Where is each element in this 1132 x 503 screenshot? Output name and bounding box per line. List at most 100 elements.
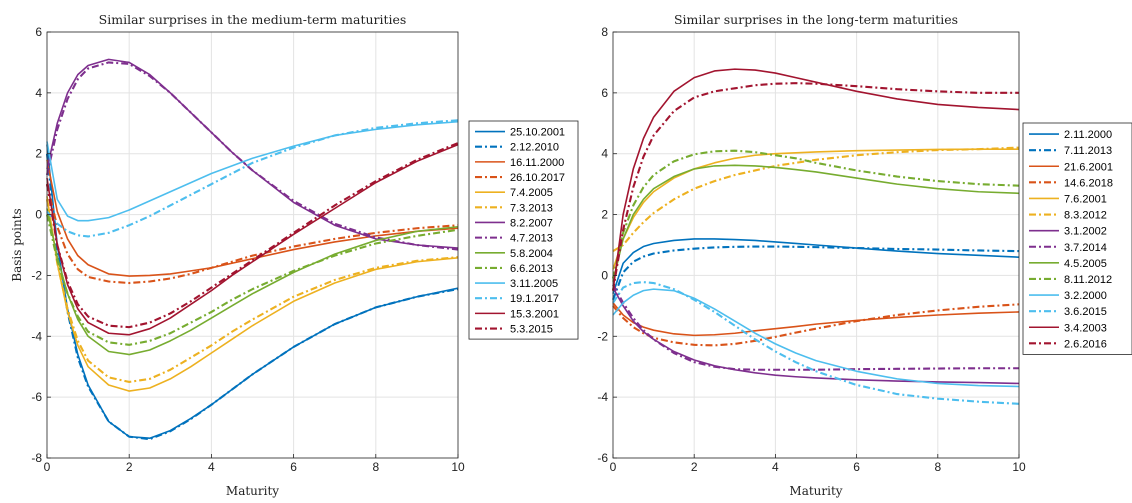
legend-label: 7.4.2005: [510, 187, 553, 199]
chart-title: Similar surprises in the medium-term mat…: [99, 12, 407, 27]
tick-label-x: 2: [126, 460, 133, 474]
tick-labels: 0 2 4 6 8 10 -8 -6 -4 -2 0 2 4 6: [31, 25, 465, 474]
tick-label-y: 0: [601, 268, 608, 282]
x-axis-label: Maturity: [789, 484, 842, 498]
legend-label: 16.11.2000: [510, 157, 564, 169]
series-line-3.1.2002: [612, 287, 1020, 385]
legend-label: 3.6.2015: [1064, 306, 1107, 318]
series-line-3.2.2000: [612, 288, 1020, 388]
tick-label-y: 2: [35, 147, 42, 161]
tick-label-x: 6: [853, 460, 860, 474]
series-line-4.7.2013: [45, 61, 459, 251]
legend-label: 2.6.2016: [1064, 338, 1107, 350]
tick-label-x: 10: [1012, 460, 1026, 474]
series-line-8.2.2007: [46, 58, 459, 249]
legend-label: 4.7.2013: [510, 233, 553, 245]
series-group: [611, 68, 1020, 405]
series-line-5.8.2004: [46, 208, 459, 356]
tick-label-x: 6: [290, 460, 297, 474]
series-line-8.3.2012: [612, 146, 1020, 252]
tick-label-y: 4: [35, 86, 42, 100]
series-line-15.3.2001: [46, 143, 459, 336]
tick-label-x: 8: [372, 460, 379, 474]
tick-label-y: -8: [31, 451, 42, 465]
series-line-8.11.2012: [611, 149, 1020, 279]
legend-box: [1022, 122, 1132, 355]
legend-label: 6.6.2013: [510, 263, 553, 275]
tick-label-x: 8: [934, 460, 941, 474]
tick-label-x: 10: [451, 460, 465, 474]
series-line-7.11.2013: [612, 245, 1020, 301]
legend-label: 15.3.2001: [510, 308, 559, 320]
series-line-3.4.2003: [612, 68, 1020, 291]
series-line-14.6.2018: [612, 303, 1020, 347]
tick-label-y: -2: [31, 268, 42, 282]
legend-label: 8.11.2012: [1064, 274, 1112, 286]
series-line-6.6.2013: [45, 214, 459, 346]
chart-1: 0 2 4 6 8 10 -8 -6 -4 -2 0 2 4 6 Similar surprises in …: [10, 12, 579, 498]
legend-label: 7.11.2013: [1064, 145, 1112, 157]
tick-label-y: 4: [601, 147, 608, 161]
series-group: [45, 58, 459, 441]
series-line-7.3.2013: [45, 199, 459, 383]
y-axis-label: Basis points: [10, 208, 24, 281]
series-line-7.6.2001: [612, 148, 1019, 270]
legend-label: 7.6.2001: [1064, 193, 1107, 205]
tick-label-x: 4: [208, 460, 215, 474]
tick-label-y: -2: [597, 329, 608, 343]
series-line-2.12.2010: [45, 153, 459, 441]
tick-label-y: -4: [597, 390, 608, 404]
series-line-5.3.2015: [45, 142, 459, 329]
legend-label: 3.1.2002: [1064, 226, 1107, 238]
tick-label-y: -6: [597, 451, 608, 465]
legend-label: 3.11.2005: [510, 278, 558, 290]
legend-label: 14.6.2018: [1064, 177, 1113, 189]
x-axis-label: Maturity: [226, 484, 279, 498]
series-line-19.1.2017: [46, 119, 459, 238]
tick-label-y: 6: [35, 25, 42, 39]
legend-label: 19.1.2017: [510, 293, 559, 305]
tick-label-y: 8: [601, 25, 608, 39]
tick-label-x: 2: [691, 460, 698, 474]
legend-label: 3.4.2003: [1064, 322, 1107, 334]
tick-label-y: -4: [31, 329, 42, 343]
chart-2: 0 2 4 6 8 10 -6 -4 -2 0 2 4 6 8 Similar surprises in t…: [597, 12, 1132, 498]
legend-label: 8.2.2007: [510, 217, 553, 229]
legend-label: 4.5.2005: [1064, 258, 1107, 270]
legend-label: 26.10.2017: [510, 172, 565, 184]
plot-area: [47, 32, 458, 458]
legend-label: 3.2.2000: [1064, 290, 1107, 302]
legend-label: 5.3.2015: [510, 324, 553, 336]
tick-labels: 0 2 4 6 8 10 -6 -4 -2 0 2 4 6 8: [597, 25, 1026, 474]
tick-label-x: 4: [772, 460, 779, 474]
series-line-7.4.2005: [46, 196, 459, 392]
legend-label: 3.7.2014: [1064, 242, 1107, 254]
series-line-26.10.2017: [45, 183, 459, 285]
legend: 2.11.2000 7.11.2013 21.6.2001 14.6.2018 7.6.…: [1022, 122, 1132, 355]
tick-label-x: 0: [610, 460, 617, 474]
chart-title: Similar surprises in the long-term matur…: [674, 12, 958, 27]
legend-label: 5.8.2004: [510, 248, 553, 260]
tick-label-y: 6: [601, 86, 608, 100]
axes-box: [46, 31, 459, 459]
tick-label-x: 0: [44, 460, 51, 474]
tick-label-y: 2: [601, 208, 608, 222]
legend-label: 2.11.2000: [1064, 129, 1112, 141]
tick-label-y: 0: [35, 208, 42, 222]
series-line-16.11.2000: [46, 159, 459, 277]
series-line-3.11.2005: [46, 120, 459, 222]
series-line-2.11.2000: [612, 238, 1020, 294]
legend-box: [468, 120, 579, 340]
series-line-3.6.2015: [612, 281, 1020, 405]
legend: 25.10.2001 2.12.2010 16.11.2000 26.10.2017 7…: [468, 120, 579, 340]
legend-label: 21.6.2001: [1064, 161, 1113, 173]
axes-box: [612, 31, 1020, 459]
series-line-3.7.2014: [612, 284, 1019, 371]
legend-label: 7.3.2013: [510, 202, 553, 214]
series-line-4.5.2005: [612, 164, 1020, 282]
tick-label-y: -6: [31, 390, 42, 404]
legend-label: 2.12.2010: [510, 142, 559, 154]
legend-label: 25.10.2001: [510, 127, 565, 139]
